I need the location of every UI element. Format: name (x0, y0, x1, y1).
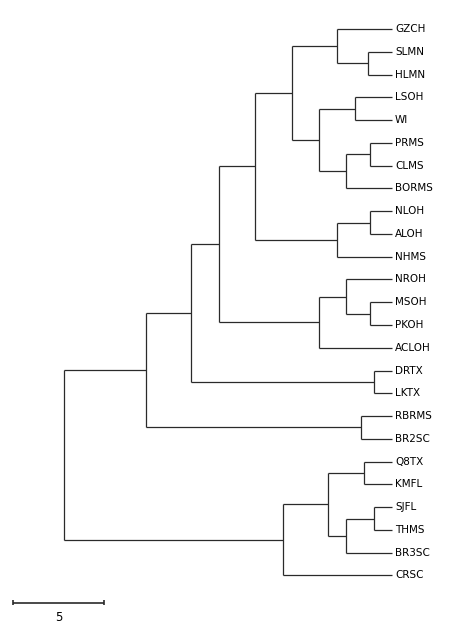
Text: Q8TX: Q8TX (395, 457, 423, 467)
Text: ACLOH: ACLOH (395, 343, 431, 353)
Text: PKOH: PKOH (395, 320, 423, 330)
Text: RBRMS: RBRMS (395, 411, 432, 421)
Text: 5: 5 (55, 611, 62, 624)
Text: HLMN: HLMN (395, 70, 425, 80)
Text: GZCH: GZCH (395, 24, 425, 34)
Text: PRMS: PRMS (395, 138, 424, 148)
Text: BR2SC: BR2SC (395, 434, 430, 444)
Text: NROH: NROH (395, 274, 426, 284)
Text: KMFL: KMFL (395, 479, 422, 489)
Text: SJFL: SJFL (395, 502, 416, 512)
Text: DRTX: DRTX (395, 365, 423, 376)
Text: NHMS: NHMS (395, 252, 426, 262)
Text: CRSC: CRSC (395, 571, 423, 581)
Text: MSOH: MSOH (395, 298, 427, 307)
Text: NLOH: NLOH (395, 206, 424, 216)
Text: THMS: THMS (395, 525, 425, 535)
Text: LSOH: LSOH (395, 92, 423, 103)
Text: WI: WI (395, 115, 408, 125)
Text: ALOH: ALOH (395, 229, 423, 239)
Text: LKTX: LKTX (395, 388, 420, 398)
Text: CLMS: CLMS (395, 160, 424, 170)
Text: BORMS: BORMS (395, 184, 433, 194)
Text: BR3SC: BR3SC (395, 548, 430, 558)
Text: SLMN: SLMN (395, 47, 424, 57)
